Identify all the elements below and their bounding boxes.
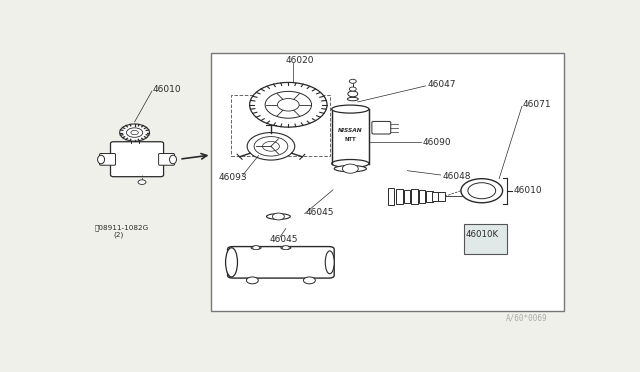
Text: NISSAN: NISSAN <box>338 128 363 133</box>
FancyBboxPatch shape <box>159 154 175 165</box>
FancyBboxPatch shape <box>100 154 115 165</box>
Text: 46010: 46010 <box>153 84 182 93</box>
Text: 46071: 46071 <box>523 100 552 109</box>
Circle shape <box>348 91 358 97</box>
Bar <box>465 224 507 254</box>
Text: 46010: 46010 <box>514 186 543 195</box>
FancyBboxPatch shape <box>372 121 391 134</box>
Circle shape <box>461 179 502 203</box>
Circle shape <box>265 92 312 118</box>
Text: 46010K: 46010K <box>466 230 499 239</box>
Bar <box>211 53 564 311</box>
Ellipse shape <box>251 246 261 250</box>
Bar <box>426 191 433 202</box>
Text: ⓝ08911-1082G: ⓝ08911-1082G <box>95 225 149 231</box>
Circle shape <box>120 124 150 141</box>
Bar <box>388 188 394 205</box>
Text: 46020: 46020 <box>285 57 314 65</box>
Ellipse shape <box>332 105 369 113</box>
Circle shape <box>282 246 289 250</box>
Text: 46045: 46045 <box>270 235 298 244</box>
FancyBboxPatch shape <box>228 247 334 278</box>
Circle shape <box>247 132 295 160</box>
Ellipse shape <box>334 166 367 172</box>
Text: 46090: 46090 <box>422 138 451 147</box>
Ellipse shape <box>348 97 358 101</box>
Bar <box>438 192 445 201</box>
Ellipse shape <box>170 155 177 164</box>
Bar <box>332 109 369 164</box>
Bar <box>412 189 418 203</box>
Text: 46047: 46047 <box>428 80 456 89</box>
Ellipse shape <box>325 251 334 274</box>
Text: (2): (2) <box>114 231 124 237</box>
Ellipse shape <box>266 214 291 219</box>
Ellipse shape <box>225 248 237 277</box>
Text: NTT: NTT <box>344 137 356 142</box>
Circle shape <box>349 79 356 83</box>
FancyBboxPatch shape <box>111 142 164 177</box>
Circle shape <box>253 246 260 250</box>
Circle shape <box>246 277 259 284</box>
Circle shape <box>303 277 316 284</box>
Circle shape <box>254 137 288 156</box>
Circle shape <box>138 180 146 185</box>
Bar <box>404 190 410 203</box>
Circle shape <box>273 213 284 220</box>
Circle shape <box>250 83 327 127</box>
Bar <box>231 95 330 156</box>
Circle shape <box>468 183 495 199</box>
Circle shape <box>131 131 138 135</box>
Text: 46093: 46093 <box>219 173 248 182</box>
Ellipse shape <box>98 155 104 164</box>
Bar <box>396 189 403 203</box>
Text: 46045: 46045 <box>306 208 334 217</box>
Bar <box>419 190 425 203</box>
Circle shape <box>349 87 356 91</box>
Bar <box>432 192 438 201</box>
Circle shape <box>342 164 358 173</box>
Circle shape <box>278 99 299 111</box>
Ellipse shape <box>332 160 369 167</box>
Ellipse shape <box>281 246 291 250</box>
Circle shape <box>126 128 143 137</box>
Text: 46048: 46048 <box>442 172 470 181</box>
Circle shape <box>262 141 280 151</box>
Text: A/60*0069: A/60*0069 <box>506 314 547 323</box>
